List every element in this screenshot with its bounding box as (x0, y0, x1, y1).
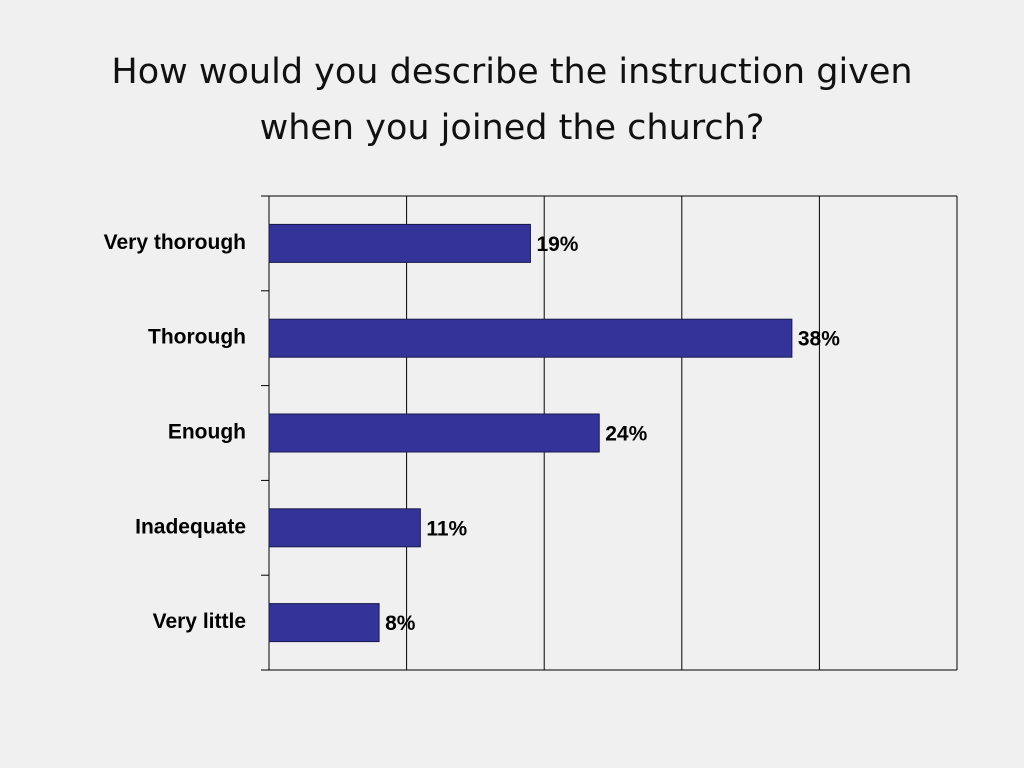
y-tick-label: Enough (168, 421, 246, 444)
bar (268, 508, 421, 548)
bar (268, 413, 600, 453)
value-label: 38% (798, 328, 840, 351)
value-label: 24% (605, 423, 647, 446)
y-tick-label: Very thorough (104, 231, 246, 254)
chart-title: How would you describe the instruction g… (111, 52, 913, 148)
bar (268, 603, 380, 643)
value-label: 19% (536, 233, 578, 256)
y-tick-label: Inadequate (135, 515, 246, 538)
value-label: 8% (385, 612, 416, 635)
bar (268, 318, 793, 358)
bar (268, 223, 531, 263)
value-label: 11% (426, 517, 467, 540)
y-tick-label: Very little (153, 610, 246, 633)
y-tick-label: Thorough (148, 326, 246, 349)
